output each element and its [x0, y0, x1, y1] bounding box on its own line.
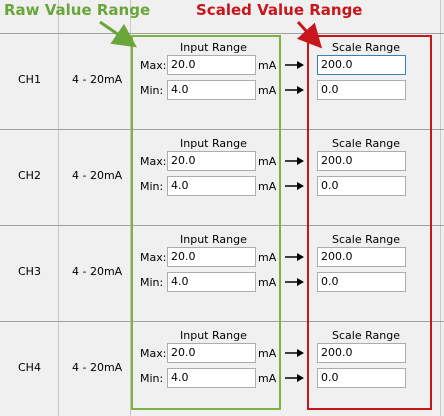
annotation-scaled: Scaled Value Range [196, 1, 363, 19]
max-unit: mA [258, 251, 277, 264]
input-type: 4 - 20mA [72, 361, 123, 374]
max-label: Max: [140, 251, 167, 264]
max-input[interactable]: 20.0 [167, 247, 256, 267]
scale-min-input[interactable]: 0.0 [317, 272, 406, 292]
max-label: Max: [140, 59, 167, 72]
scaled-arrow [296, 20, 323, 49]
annotation-raw: Raw Value Range [4, 1, 151, 19]
channel: CH3 [18, 265, 41, 278]
min-unit: mA [258, 84, 277, 97]
row-divider [0, 321, 444, 322]
scale-range-title: Scale Range [332, 137, 400, 150]
min-input[interactable]: 4.0 [167, 272, 256, 292]
max-unit: mA [258, 347, 277, 360]
arrow [285, 349, 304, 357]
scale-max-input[interactable]: 200.0 [317, 151, 406, 171]
input-range-title: Input Range [180, 329, 247, 342]
input-type: 4 - 20mA [72, 73, 123, 86]
min-unit: mA [258, 180, 277, 193]
arrow [285, 86, 304, 94]
min-label: Min: [140, 84, 164, 97]
min-unit: mA [258, 276, 277, 289]
scale-max-input[interactable]: 200.0 [317, 55, 406, 75]
input-range-title: Input Range [180, 137, 247, 150]
min-label: Min: [140, 372, 164, 385]
input-type: 4 - 20mA [72, 265, 123, 278]
channel: CH4 [18, 361, 41, 374]
max-input[interactable]: 20.0 [167, 343, 256, 363]
arrow [285, 253, 304, 261]
max-unit: mA [258, 155, 277, 168]
row-divider [0, 225, 444, 226]
max-label: Max: [140, 155, 167, 168]
arrow [285, 374, 304, 382]
min-input[interactable]: 4.0 [167, 368, 256, 388]
max-input[interactable]: 20.0 [167, 55, 256, 75]
input-range-title: Input Range [180, 41, 247, 54]
arrow [285, 278, 304, 286]
min-unit: mA [258, 372, 277, 385]
scale-range-title: Scale Range [332, 233, 400, 246]
scale-min-input[interactable]: 0.0 [317, 80, 406, 100]
min-label: Min: [140, 180, 164, 193]
arrow [285, 157, 304, 165]
raw-arrow [99, 20, 137, 48]
scale-range-title: Scale Range [332, 329, 400, 342]
channel: CH1 [18, 73, 41, 86]
scale-max-input[interactable]: 200.0 [317, 247, 406, 267]
scaled-range-box [307, 35, 432, 410]
row-divider [0, 33, 444, 34]
column-divider [130, 0, 131, 416]
column-divider [58, 0, 59, 416]
input-type: 4 - 20mA [72, 169, 123, 182]
column-divider [440, 0, 441, 416]
min-label: Min: [140, 276, 164, 289]
channel: CH2 [18, 169, 41, 182]
arrow [285, 61, 304, 69]
input-range-title: Input Range [180, 233, 247, 246]
min-input[interactable]: 4.0 [167, 80, 256, 100]
scale-min-input[interactable]: 0.0 [317, 176, 406, 196]
row-divider [0, 129, 444, 130]
min-input[interactable]: 4.0 [167, 176, 256, 196]
max-unit: mA [258, 59, 277, 72]
max-input[interactable]: 20.0 [167, 151, 256, 171]
max-label: Max: [140, 347, 167, 360]
raw-range-box [131, 35, 281, 410]
scale-range-title: Scale Range [332, 41, 400, 54]
scale-min-input[interactable]: 0.0 [317, 368, 406, 388]
scale-max-input[interactable]: 200.0 [317, 343, 406, 363]
arrow [285, 182, 304, 190]
